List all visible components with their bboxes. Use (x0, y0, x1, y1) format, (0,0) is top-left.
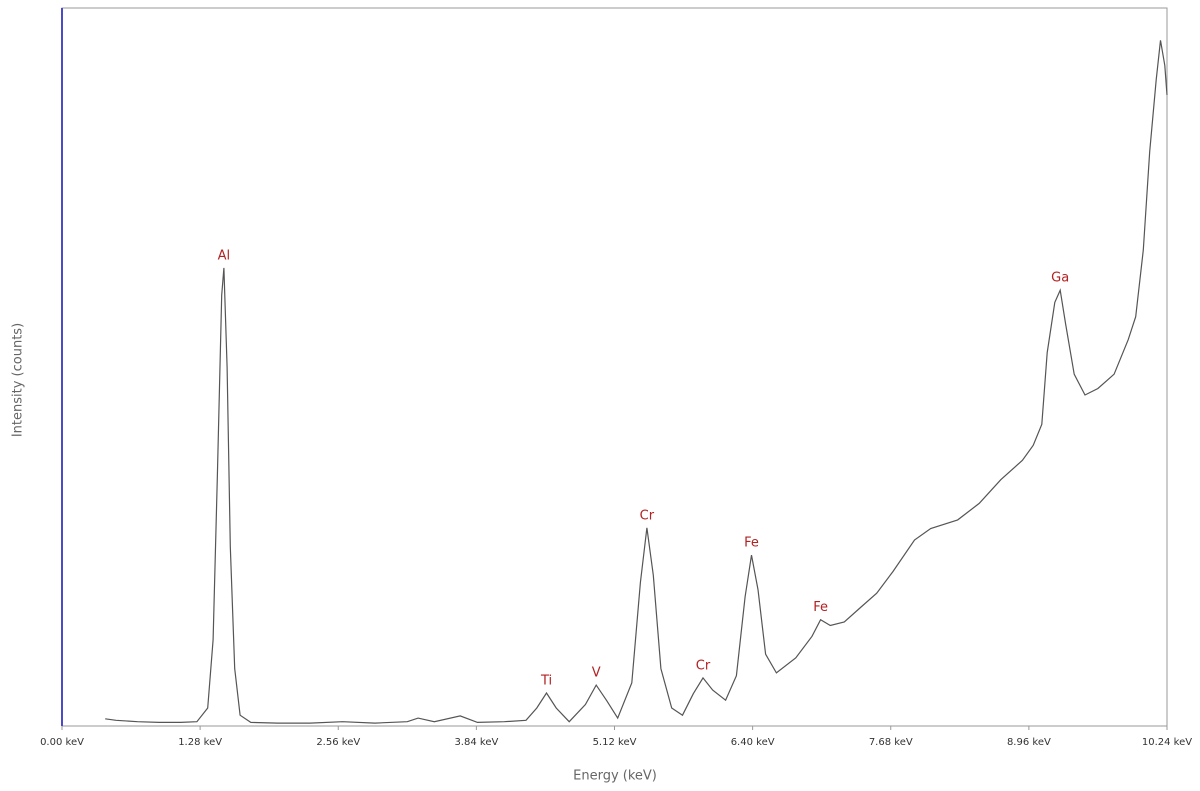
x-tick-label: 7.68 keV (869, 737, 913, 748)
peak-label: Cr (696, 658, 711, 673)
spectrum-line (105, 40, 1168, 724)
x-tick-label: 3.84 keV (454, 737, 498, 748)
peak-label: Ti (540, 673, 552, 688)
x-tick-label: 1.28 keV (178, 737, 222, 748)
x-tick-label: 0.00 keV (40, 737, 84, 748)
peak-label: Al (218, 248, 231, 263)
peak-label: Ga (1051, 271, 1069, 286)
x-tick-label: 10.24 keV (1142, 737, 1192, 748)
x-axis-title: Energy (keV) (573, 769, 657, 784)
x-tick-label: 5.12 keV (593, 737, 637, 748)
x-tick-label: 2.56 keV (316, 737, 360, 748)
y-axis-title: Intensity (counts) (11, 323, 26, 437)
peak-label: Cr (640, 508, 655, 523)
peak-label: V (592, 666, 601, 681)
plot-frame (61, 7, 1168, 727)
x-tick-label: 6.40 keV (731, 737, 775, 748)
peak-label: Fe (744, 536, 759, 551)
x-tick-label: 8.96 keV (1007, 737, 1051, 748)
peak-label: Fe (813, 600, 828, 615)
